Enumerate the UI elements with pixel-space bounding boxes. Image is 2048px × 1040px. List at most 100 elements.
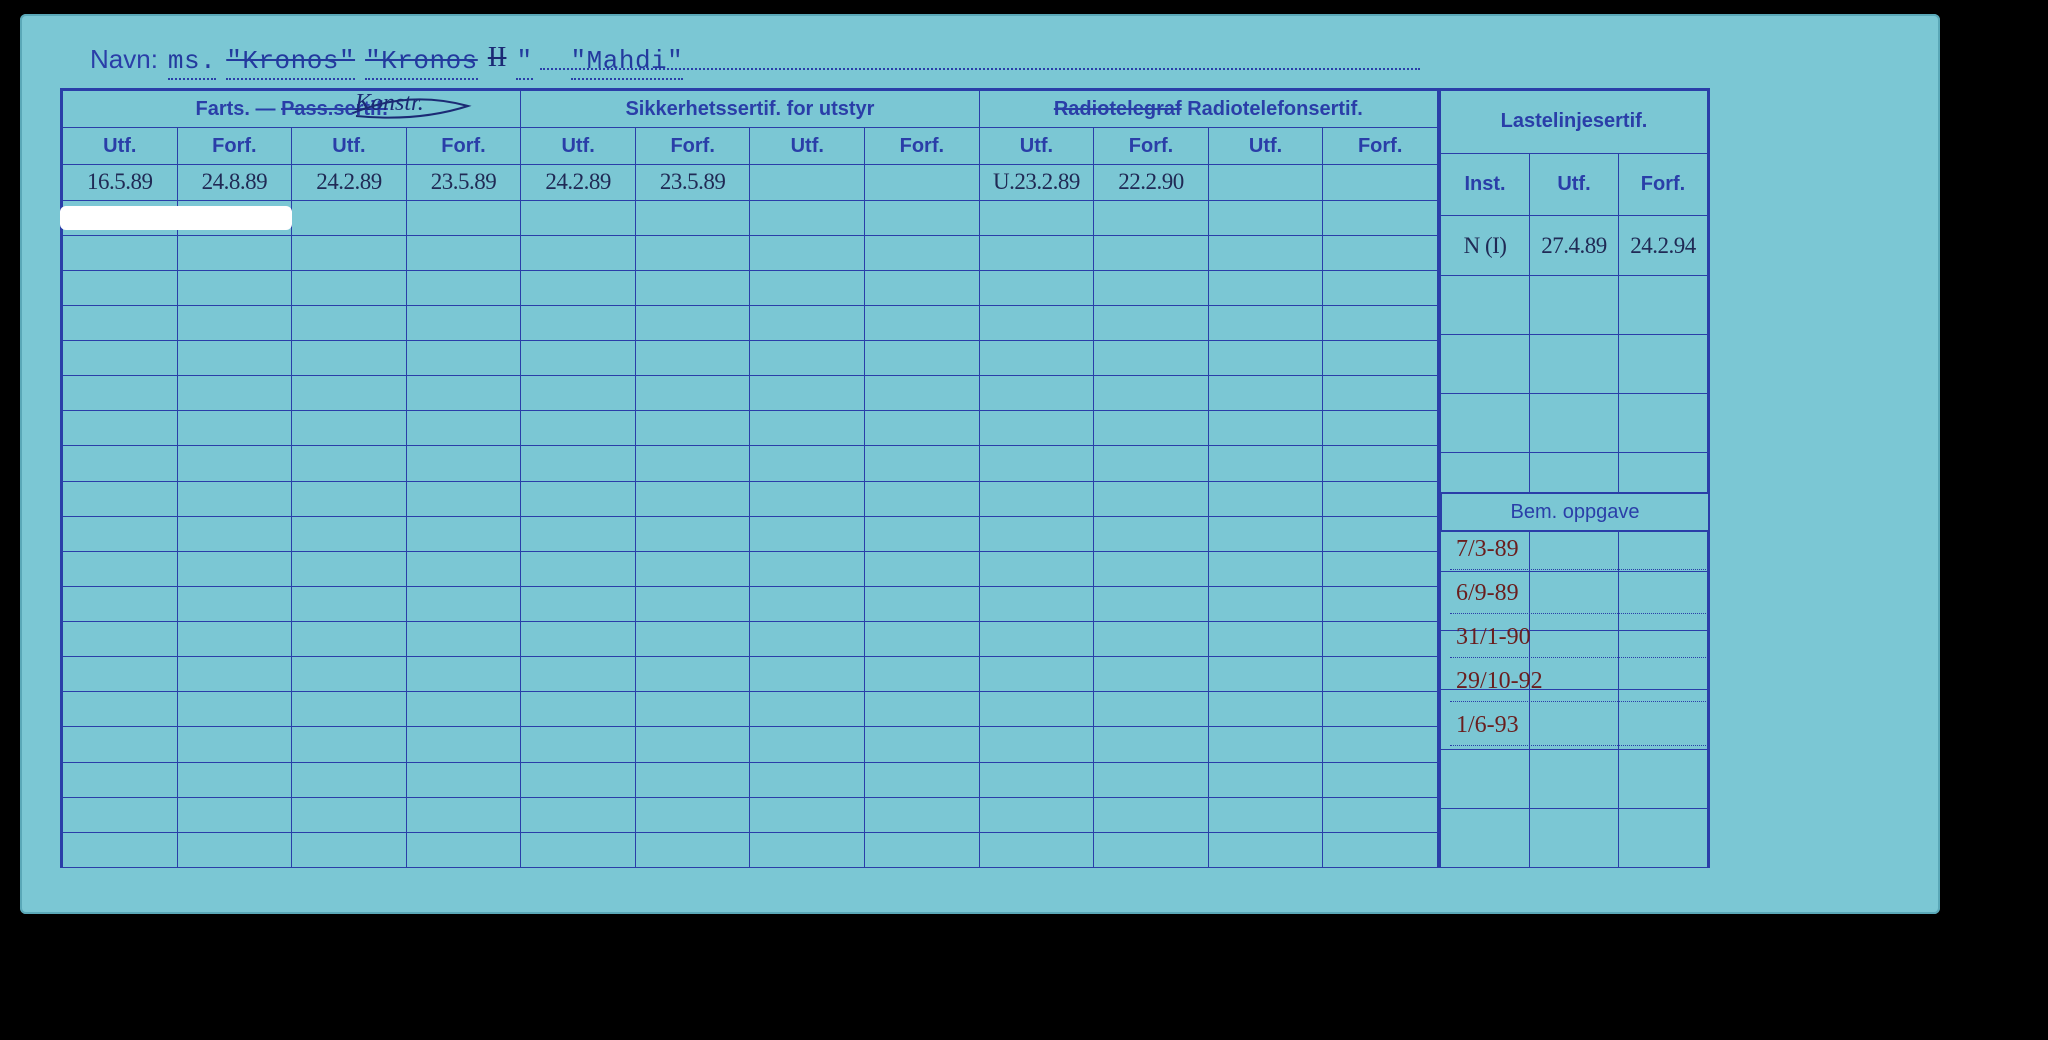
- cell: [521, 516, 636, 551]
- cell: [521, 341, 636, 376]
- cell: [521, 727, 636, 762]
- cell-value: 23.5.89: [660, 169, 726, 194]
- cell: [63, 446, 178, 481]
- cell: [63, 727, 178, 762]
- cell: [63, 376, 178, 411]
- cell: [1323, 762, 1438, 797]
- cell: U.23.2.89: [979, 165, 1094, 200]
- navn-dotted-line: [540, 68, 1420, 70]
- cell: [1619, 394, 1708, 453]
- table-row: [63, 551, 1438, 586]
- cell: [1441, 275, 1530, 334]
- table-row: [1441, 749, 1708, 808]
- annot-konstr-circle: [348, 88, 478, 122]
- main-table-body: 16.5.8924.8.8924.2.8923.5.8924.2.8923.5.…: [63, 165, 1438, 868]
- cell: [1208, 551, 1323, 586]
- cell: [406, 551, 521, 586]
- cell: [865, 411, 980, 446]
- cell: [1323, 446, 1438, 481]
- cell: [1323, 200, 1438, 235]
- cell: [750, 657, 865, 692]
- cell: [979, 762, 1094, 797]
- cell: [1094, 376, 1209, 411]
- hdr-forf-3: Forf.: [635, 128, 750, 165]
- table-row: [63, 586, 1438, 621]
- cell: [750, 376, 865, 411]
- cell: [63, 341, 178, 376]
- cell: [750, 200, 865, 235]
- cell: [865, 516, 980, 551]
- cell: [865, 832, 980, 867]
- header-row-1: Farts. — Pass.sertif. Sikkerhetssertif. …: [63, 91, 1438, 128]
- cell-value: 22.2.90: [1118, 169, 1184, 194]
- hdr-utf-1: Utf.: [63, 128, 178, 165]
- cell: [750, 622, 865, 657]
- cell: [1208, 657, 1323, 692]
- cell: [177, 551, 292, 586]
- cell: [635, 235, 750, 270]
- cell: [63, 516, 178, 551]
- cell: [635, 797, 750, 832]
- cell: [635, 446, 750, 481]
- cell: [1323, 411, 1438, 446]
- cell: [750, 235, 865, 270]
- cell: [1441, 334, 1530, 393]
- right-table: Lastelinjesertif. Inst. Utf. Forf. N (I)…: [1440, 90, 1708, 868]
- hdr-right-2: Inst. Utf. Forf.: [1441, 153, 1708, 216]
- cell: [1530, 275, 1619, 334]
- cell: [63, 235, 178, 270]
- cell: [750, 516, 865, 551]
- cell: [1619, 749, 1708, 808]
- cell: [750, 832, 865, 867]
- cell: [406, 657, 521, 692]
- cell: [1094, 516, 1209, 551]
- hdr-right-1: Lastelinjesertif.: [1441, 91, 1708, 154]
- table-row: N (I)27.4.8924.2.94: [1441, 216, 1708, 275]
- punch-hole: [1988, 808, 2028, 848]
- cell: 24.2.94: [1619, 216, 1708, 275]
- punch-holes: [1988, 40, 2028, 1040]
- hdr-forf-5: Forf.: [1094, 128, 1209, 165]
- bem-notes-list: 7/3-896/9-8931/1-9029/10-921/6-93: [1450, 536, 1710, 746]
- cell: [750, 270, 865, 305]
- hdr-group1-label: Farts. —: [195, 98, 275, 120]
- punch-hole: [1988, 1000, 2028, 1040]
- cell: [1208, 446, 1323, 481]
- hdr-forf-4: Forf.: [865, 128, 980, 165]
- punch-hole: [1988, 424, 2028, 464]
- cell: 24.2.89: [292, 165, 407, 200]
- cell: [521, 832, 636, 867]
- cell: [292, 762, 407, 797]
- cell: [406, 270, 521, 305]
- cell: [750, 692, 865, 727]
- cell: [1619, 275, 1708, 334]
- cell: [635, 376, 750, 411]
- cell: [521, 797, 636, 832]
- bem-note: 31/1-90: [1450, 624, 1710, 658]
- cell: [521, 446, 636, 481]
- table-row: [63, 692, 1438, 727]
- table-row: [63, 305, 1438, 340]
- cell: [750, 481, 865, 516]
- cell: [1208, 727, 1323, 762]
- cell: [979, 341, 1094, 376]
- cell: [63, 270, 178, 305]
- hdr-utf-r: Utf.: [1530, 153, 1619, 216]
- cell: [1323, 797, 1438, 832]
- cell: [521, 200, 636, 235]
- cell-value: 27.4.89: [1541, 233, 1607, 258]
- whiteout-strip: [60, 206, 292, 230]
- cell: [1441, 808, 1530, 867]
- cell: [979, 832, 1094, 867]
- cell: [177, 622, 292, 657]
- cell: [1323, 727, 1438, 762]
- cell: [1323, 305, 1438, 340]
- cell: [177, 762, 292, 797]
- cell: [177, 270, 292, 305]
- bem-note: 6/9-89: [1450, 580, 1710, 614]
- cell: [635, 516, 750, 551]
- cell: [177, 376, 292, 411]
- table-row: [1441, 394, 1708, 453]
- navn-typed-prefix: ms.: [168, 46, 216, 80]
- cell: [865, 692, 980, 727]
